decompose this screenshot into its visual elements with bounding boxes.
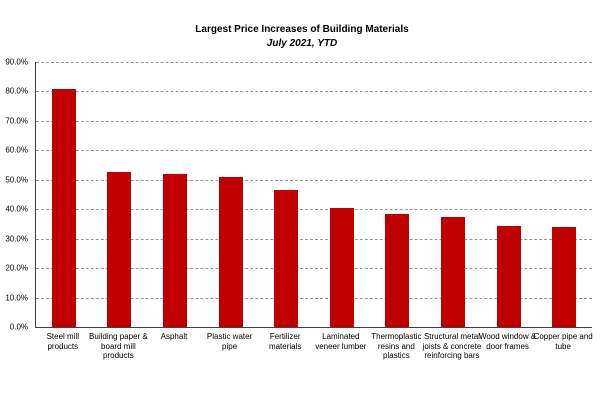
x-axis: Steel mill products Building paper & boar…: [35, 332, 593, 361]
plot-area: [35, 62, 592, 328]
bar-laminated-veneer-lumber: [329, 208, 354, 327]
bar-thermoplastic-resins-and-plastics: [385, 213, 410, 327]
x-axis-label: Wood window & door frames: [478, 332, 537, 351]
bar-slot: [481, 62, 537, 327]
y-tick-label: 70.0%: [5, 116, 28, 126]
bar-structural-metal-joists-concrete-reinforcing-bars: [440, 217, 465, 327]
x-axis-label: Thermoplastic resins and plastics: [371, 332, 422, 360]
y-tick-label: 50.0%: [5, 175, 28, 185]
bars: [36, 62, 592, 327]
bar-slot: [314, 62, 370, 327]
y-tick-label: 10.0%: [5, 293, 28, 303]
bar-slot: [536, 62, 592, 327]
x-axis-label: Copper pipe and tube: [533, 332, 593, 351]
y-tick-label: 20.0%: [5, 263, 28, 273]
gridline: [36, 238, 592, 240]
chart-subtitle: July 2021, YTD: [266, 38, 338, 49]
bar-wood-window-door-frames: [496, 225, 521, 327]
bar-slot: [147, 62, 203, 327]
x-axis-label: Plastic water pipe: [206, 332, 253, 351]
x-axis-label: Fertilizer materials: [268, 332, 302, 351]
bar-building-paper-board-mill-products: [107, 171, 132, 327]
gridline: [36, 297, 592, 299]
y-tick-label: 90.0%: [5, 57, 28, 67]
bar-fertilizer-materials: [274, 189, 299, 327]
bar-slot: [203, 62, 259, 327]
gridline: [36, 209, 592, 211]
gridline: [36, 150, 592, 152]
bar-plastic-water-pipe: [218, 177, 243, 327]
bar-copper-pipe-and-tube: [552, 227, 577, 327]
bar-steel-mill-products: [51, 88, 76, 327]
x-axis-label: Building paper & board mill products: [89, 332, 148, 360]
gridline: [36, 268, 592, 270]
y-tick-label: 80.0%: [5, 86, 28, 96]
bar-slot: [92, 62, 148, 327]
y-axis: 0.0% 10.0% 20.0% 30.0% 40.0% 50.0% 60.0% 70.0% 8…: [0, 58, 28, 332]
x-axis-label: Structural metal joists & concrete reinf…: [422, 332, 482, 360]
bar-slot: [425, 62, 481, 327]
y-tick-label: 40.0%: [5, 204, 28, 214]
x-axis-label: Laminated veneer lumber: [315, 332, 367, 351]
y-tick-label: 60.0%: [5, 145, 28, 155]
gridline: [36, 62, 592, 63]
bar-slot: [36, 62, 92, 327]
chart-title: Largest Price Increases of Building Mate…: [195, 24, 409, 35]
gridline: [36, 179, 592, 181]
bar-asphalt: [162, 174, 187, 327]
x-axis-label: Steel mill products: [46, 332, 80, 351]
y-tick-label: 30.0%: [5, 234, 28, 244]
gridline: [36, 91, 592, 93]
gridline: [36, 120, 592, 122]
bar-slot: [370, 62, 426, 327]
x-axis-label: Asphalt: [160, 332, 188, 341]
y-tick-label: 0.0%: [9, 322, 28, 332]
bar-slot: [258, 62, 314, 327]
